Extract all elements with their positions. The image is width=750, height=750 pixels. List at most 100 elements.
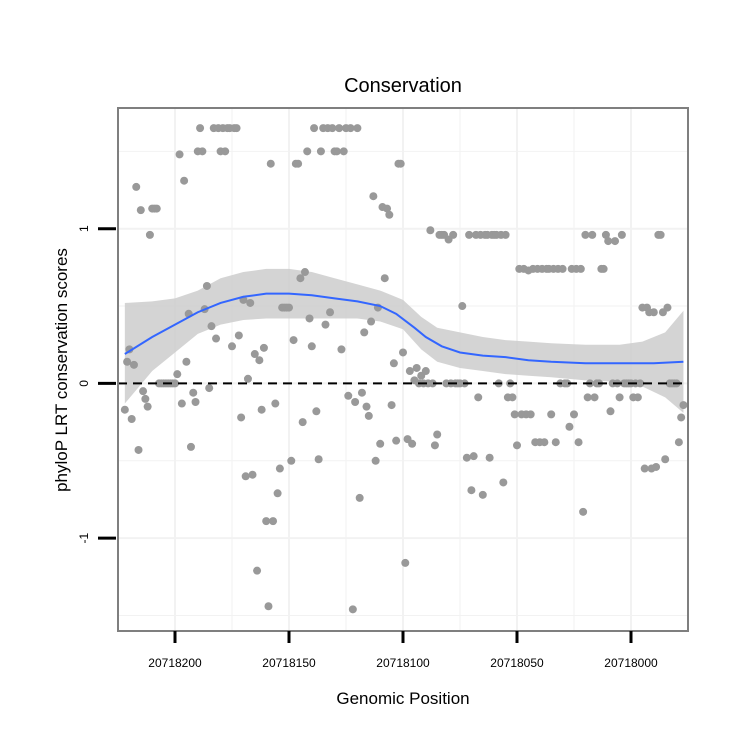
data-point [462, 453, 471, 462]
data-point [362, 402, 371, 411]
data-point [314, 455, 323, 464]
smooth-curve [124, 292, 684, 365]
data-point [355, 493, 364, 502]
data-point [357, 388, 366, 397]
data-point [189, 388, 198, 397]
data-point [611, 237, 620, 246]
data-point [478, 490, 487, 499]
data-point [177, 399, 186, 408]
data-point [191, 397, 200, 406]
data-point [289, 336, 298, 345]
data-point [198, 147, 207, 156]
data-point [243, 374, 252, 383]
data-point [430, 441, 439, 450]
data-point [271, 399, 280, 408]
data-point [405, 367, 414, 376]
data-point [207, 322, 216, 331]
data-point [326, 308, 335, 317]
data-point [259, 343, 268, 352]
data-point [316, 147, 325, 156]
data-point [576, 264, 585, 273]
data-point [307, 342, 316, 351]
loess-line [124, 292, 684, 365]
data-point [123, 357, 132, 366]
data-point [339, 147, 348, 156]
data-point [346, 124, 355, 133]
data-point [449, 230, 458, 239]
data-point [401, 558, 410, 567]
y-tick-label: 0 [77, 380, 91, 387]
data-point [202, 281, 211, 290]
data-point [196, 124, 205, 133]
data-point [296, 274, 305, 283]
data-point [262, 517, 271, 526]
data-point [574, 438, 583, 447]
data-point [551, 438, 560, 447]
data-point [433, 430, 442, 439]
data-point [513, 441, 521, 450]
data-point [540, 438, 549, 447]
data-point [606, 407, 615, 416]
data-point [303, 147, 312, 156]
x-tick-label: 20718150 [262, 656, 316, 670]
data-point [465, 230, 474, 239]
data-point [212, 334, 221, 343]
data-point [526, 410, 535, 419]
data-point [579, 507, 588, 516]
data-point [134, 445, 143, 454]
x-tick-label: 20718050 [490, 656, 544, 670]
data-point [636, 379, 645, 388]
data-point [348, 605, 357, 614]
data-point [467, 486, 476, 495]
data-point [474, 393, 483, 402]
data-point [241, 472, 250, 481]
data-point [305, 314, 314, 323]
data-point [294, 159, 303, 168]
data-point [182, 357, 191, 366]
data-point [656, 230, 665, 239]
data-point [337, 345, 346, 354]
confidence-band [124, 268, 684, 413]
data-point [428, 379, 437, 388]
data-point [399, 348, 407, 357]
data-point [285, 303, 293, 312]
x-axis-title: Genomic Position [336, 689, 469, 708]
data-point [287, 456, 296, 465]
data-point [232, 124, 241, 133]
data-point [129, 360, 138, 369]
data-point [180, 176, 189, 185]
data-point [171, 379, 179, 388]
data-point [237, 413, 246, 422]
scatter-points [120, 124, 688, 614]
data-point [257, 405, 266, 414]
x-axis: 20718200 20718150 20718100 20718050 20718000 [148, 631, 658, 670]
data-point [300, 268, 309, 277]
data-point [396, 159, 405, 168]
data-point [344, 391, 353, 400]
data-point [371, 456, 380, 465]
data-point [633, 393, 642, 402]
data-point [392, 436, 401, 445]
x-tick-label: 20718200 [148, 656, 202, 670]
data-point [387, 401, 396, 410]
data-point [228, 342, 236, 351]
data-point [186, 442, 195, 451]
data-point [469, 452, 478, 461]
data-point [152, 204, 161, 213]
data-point [376, 439, 385, 448]
data-point [175, 150, 184, 159]
data-point [601, 230, 610, 239]
data-point [558, 264, 567, 273]
data-point [369, 192, 378, 201]
data-point [132, 182, 141, 191]
data-point [298, 418, 307, 427]
y-tick-label: 1 [77, 225, 91, 232]
data-point [143, 402, 152, 411]
y-axis: 1 0 -1 [77, 225, 116, 543]
data-point [351, 397, 360, 406]
data-point [250, 350, 259, 359]
data-point [253, 566, 262, 575]
data-point [127, 415, 136, 424]
data-point [677, 413, 686, 422]
